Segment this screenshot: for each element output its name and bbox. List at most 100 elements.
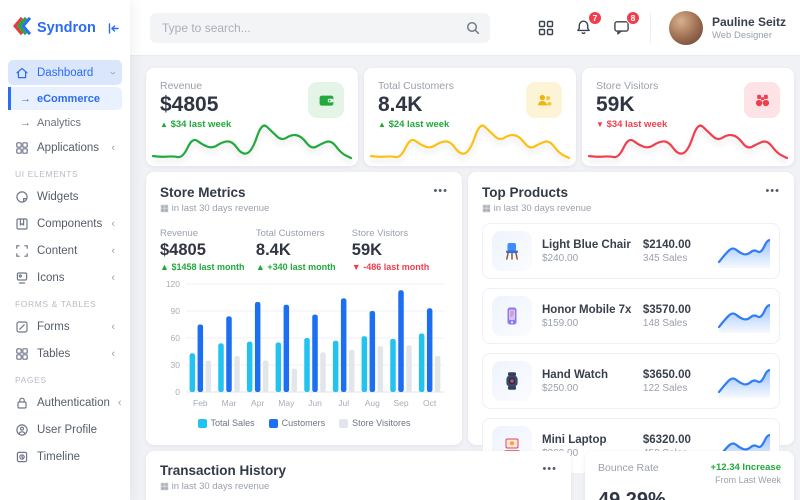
sidebar-item-dashboard[interactable]: Dashboard ‹	[8, 60, 122, 85]
product-price: $159.00	[542, 317, 579, 329]
product-sales: 345 Sales	[642, 252, 688, 264]
store-metrics-chart: 0 30 60 90 120 Feb Mar Apr May Jun Jul Aug Sep Oct	[166, 279, 444, 408]
product-row-honor-mobile-7x[interactable]: Honor Mobile 7x $159.00 $3570.00 148 Sal…	[482, 288, 780, 344]
legend-total-sales[interactable]: Total Sales	[197, 418, 255, 428]
sidebar-item-label: Forms	[37, 320, 70, 333]
search-input[interactable]	[150, 12, 490, 43]
sidebar-item-label: Timeline	[37, 450, 81, 463]
product-name: Hand Watch	[542, 368, 609, 381]
product-price: $250.00	[542, 382, 579, 394]
metric-value: $4805	[160, 241, 206, 259]
messages-chat-icon[interactable]: 8	[612, 10, 640, 38]
product-sparkline	[717, 369, 770, 398]
product-total: $3570.00	[642, 303, 691, 316]
visitors-sparkline	[587, 124, 789, 160]
product-row-hand-watch[interactable]: Hand Watch $250.00 $3650.00 122 Sales	[482, 353, 780, 409]
sidebar-subitem-ecommerce[interactable]: → eCommerce	[8, 87, 122, 110]
chevron-icon: ‹	[111, 244, 115, 257]
user-profile-menu[interactable]: Pauline Seitz Web Designer	[668, 10, 786, 45]
card-subtitle-text: in last 30 days revenue	[171, 481, 270, 492]
watch-icon	[492, 361, 532, 401]
svg-text:90: 90	[171, 306, 181, 316]
product-total: $2140.00	[642, 238, 691, 251]
logo[interactable]: Syndron	[0, 0, 130, 56]
svg-text:Jun: Jun	[308, 398, 322, 408]
product-name: Light Blue Chair	[542, 238, 631, 251]
metric-delta: ▲ +340 last month	[256, 262, 352, 272]
search-icon[interactable]	[466, 21, 480, 40]
arrow-right-icon: →	[20, 116, 31, 129]
sidebar-item-label: Authentication	[37, 396, 110, 409]
chevron-icon: ‹	[111, 217, 115, 230]
sidebar-item-components[interactable]: Components ‹	[8, 211, 122, 236]
sidebar-item-label: Icons	[37, 271, 65, 284]
product-name: Mini Laptop	[542, 433, 607, 446]
store-metrics-card: Store Metrics ▦ in last 30 days revenue …	[146, 172, 462, 445]
phone-icon	[492, 296, 532, 336]
metric-delta: ▼ -486 last month	[352, 262, 448, 272]
svg-text:Mar: Mar	[222, 398, 237, 408]
card-subtitle: ▦ in last 30 days revenue	[160, 481, 286, 492]
arrow-down-icon: ▼	[351, 262, 361, 272]
stat-label: Revenue	[160, 80, 203, 92]
wallet-icon	[308, 82, 344, 118]
section-ui-elements: UI ELEMENTS	[15, 169, 79, 179]
stat-label: Total Customers	[378, 80, 454, 92]
logo-chevrons-icon	[12, 16, 32, 40]
calendar-icon: ▦	[482, 203, 491, 214]
calendar-icon: ▦	[160, 203, 169, 214]
legend-customers[interactable]: Customers	[268, 418, 325, 428]
frame-corners-icon	[15, 244, 29, 258]
topbar-actions: 7 8 Pauline Seitz Web Designer	[536, 10, 786, 45]
pencil-box-icon	[15, 320, 29, 334]
bounce-rate-delta-sub: From Last Week	[715, 475, 781, 485]
notifications-badge: 7	[587, 10, 602, 25]
sidebar-subitem-analytics[interactable]: → Analytics	[8, 111, 122, 134]
bounce-rate-card: Bounce Rate +12.34 Increase From Last We…	[585, 451, 794, 500]
sidebar-item-forms[interactable]: Forms ‹	[8, 314, 122, 339]
sidebar-item-timeline[interactable]: Timeline	[8, 444, 122, 469]
legend-swatch	[197, 418, 207, 428]
metric-delta-text: +340 last month	[267, 262, 336, 272]
legend-store-visitores[interactable]: Store Visitores	[339, 418, 410, 428]
arrow-right-icon: →	[20, 92, 31, 105]
chevron-icon: ‹	[111, 320, 115, 333]
legend-label: Store Visitores	[352, 418, 411, 428]
user-avatar[interactable]	[668, 10, 703, 45]
sidebar-collapse-icon[interactable]	[107, 22, 120, 35]
sticker-icon	[15, 190, 29, 204]
store-visitors-stat-card: Store Visitors 59K ▼ $34 last week	[582, 68, 794, 166]
product-total: $3650.00	[642, 368, 691, 381]
svg-text:Sep: Sep	[393, 398, 408, 408]
lock-icon	[15, 396, 29, 410]
card-menu-dots[interactable]: •••	[542, 463, 557, 475]
legend-label: Total Sales	[210, 418, 255, 428]
card-menu-dots[interactable]: •••	[765, 185, 780, 197]
card-menu-dots[interactable]: •••	[433, 185, 448, 197]
sidebar-item-content[interactable]: Content ‹	[8, 238, 122, 263]
svg-text:Jul: Jul	[338, 398, 349, 408]
sidebar-item-authentication[interactable]: Authentication ‹	[8, 390, 122, 415]
notifications-bell-icon[interactable]: 7	[574, 10, 602, 38]
stat-value: 59K	[596, 93, 635, 116]
topbar-divider	[649, 12, 651, 43]
arrow-up-icon: ▲	[160, 120, 168, 129]
metric-label: Store Visitors	[351, 228, 409, 239]
sidebar-item-icons[interactable]: Icons ‹	[8, 265, 122, 290]
sidebar-item-tables[interactable]: Tables ‹	[8, 341, 122, 366]
svg-text:120: 120	[166, 279, 180, 289]
bounce-rate-delta: +12.34 Increase	[710, 462, 781, 473]
apps-grid-icon[interactable]	[536, 18, 556, 38]
product-total: $6320.00	[642, 433, 691, 446]
chart-legend: Total Sales Customers Store Visitores	[160, 418, 448, 428]
sidebar-item-widgets[interactable]: Widgets	[8, 184, 122, 209]
sidebar-item-user-profile[interactable]: User Profile	[8, 417, 122, 442]
product-row-light-blue-chair[interactable]: Light Blue Chair $240.00 $2140.00 345 Sa…	[482, 223, 780, 279]
product-price: $240.00	[542, 252, 579, 264]
svg-text:0: 0	[175, 387, 180, 397]
sidebar-item-applications[interactable]: Applications ‹	[8, 135, 122, 160]
product-sparkline	[717, 304, 770, 333]
metric-label: Revenue	[160, 228, 199, 239]
revenue-stat-card: Revenue $4805 ▲ $34 last week	[146, 68, 358, 166]
